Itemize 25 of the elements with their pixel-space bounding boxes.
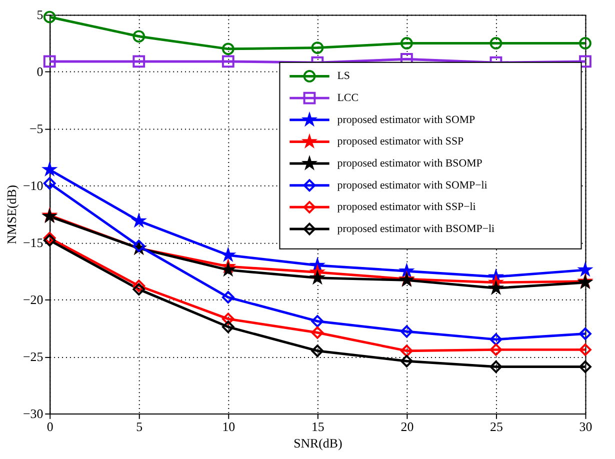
legend-label: proposed estimator with SOMP−li bbox=[337, 179, 488, 192]
y-tick-label: 5 bbox=[36, 8, 44, 22]
y-tick-label: −25 bbox=[23, 350, 44, 364]
x-tick-label: 0 bbox=[46, 420, 54, 434]
y-tick-label: −15 bbox=[23, 236, 44, 250]
y-tick-label: −30 bbox=[23, 406, 44, 421]
x-axis-title: SNR(dB) bbox=[294, 436, 342, 451]
x-tick-label: 15 bbox=[311, 420, 324, 434]
y-tick-label: −5 bbox=[29, 122, 44, 136]
legend-label: proposed estimator with SSP−li bbox=[337, 201, 476, 214]
legend-label: proposed estimator with SOMP bbox=[337, 114, 476, 126]
y-axis-title: NMSE(dB) bbox=[5, 184, 20, 244]
legend-label: LCC bbox=[337, 92, 358, 104]
legend-label: proposed estimator with BSOMP bbox=[337, 158, 482, 170]
legend-label: proposed estimator with SSP bbox=[337, 136, 464, 148]
x-tick-label: 25 bbox=[490, 420, 503, 434]
x-tick-label: 10 bbox=[222, 420, 236, 434]
x-tick-label: 30 bbox=[579, 420, 592, 434]
y-tick-label: −20 bbox=[23, 293, 44, 308]
x-tick-label: 20 bbox=[400, 420, 414, 434]
legend-label: LS bbox=[337, 70, 350, 82]
y-tick-label: −10 bbox=[23, 179, 44, 194]
legend-label: proposed estimator with BSOMP−li bbox=[337, 222, 495, 235]
x-tick-label: 5 bbox=[136, 420, 143, 434]
y-tick-label: 0 bbox=[36, 65, 44, 80]
